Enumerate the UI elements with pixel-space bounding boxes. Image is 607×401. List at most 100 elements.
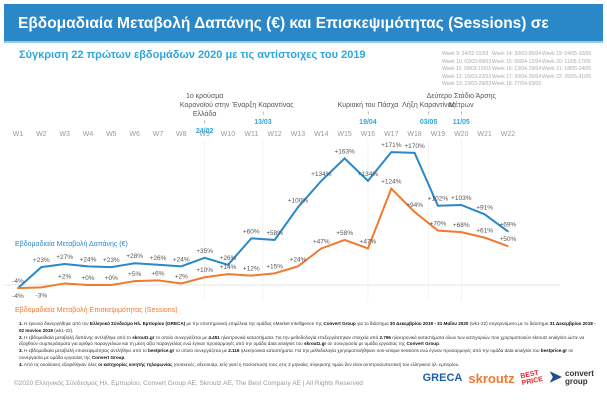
page-title: Εβδομαδιαία Μεταβολή Δαπάνης (€) και Επι… [4, 4, 603, 71]
data-point [390, 151, 393, 153]
data-label: +24% [80, 256, 97, 263]
data-point [507, 230, 509, 233]
data-label: +60% [243, 228, 260, 235]
data-label: +68% [453, 222, 470, 229]
data-label: +100% [288, 197, 309, 204]
data-label: +102% [428, 196, 449, 203]
data-point [413, 211, 416, 213]
data-point [87, 284, 89, 286]
data-point [227, 263, 229, 266]
data-label: +69% [500, 221, 517, 228]
week-range: Week 14: 30/03-05/04 [492, 51, 542, 57]
event-date: 24/02 [195, 128, 214, 135]
data-label: +26% [150, 255, 167, 262]
event-annotation: Λήξη Καραντίνας ↑ 03/05 [394, 101, 464, 127]
footnotes: 1. Η έρευνα διενεργήθηκε από τον Ελληνικ… [19, 321, 597, 369]
data-point [507, 245, 509, 247]
data-label: +0% [81, 275, 94, 282]
x-tick-label: W12 [267, 131, 282, 138]
x-tick-label: W16 [361, 131, 376, 138]
data-label: +47% [360, 238, 377, 245]
x-tick-label: W2 [36, 131, 47, 138]
data-point [180, 265, 183, 268]
data-point [133, 280, 136, 282]
logos: GRECA skroutz BEST PRICE ➤ convert group [422, 369, 594, 388]
data-point [390, 187, 393, 190]
event-label: 1ο κρούσμα Κορονοϊού στην Ελλάδα [179, 93, 230, 118]
data-label: +15% [266, 263, 283, 270]
series-label: Εβδομαδιαία Μεταβολή Δαπάνης (€) [15, 240, 128, 248]
copyright: ©2020 Ελληνικός Σύνδεσμος Ηλ. Εμπορίου, … [14, 380, 363, 387]
data-point [157, 279, 159, 282]
x-tick-label: W3 [59, 131, 70, 138]
week-range: Week 9: 24/02-01/03 [442, 51, 489, 57]
data-label: +26% [220, 255, 237, 262]
x-tick-label: W1 [13, 131, 24, 138]
data-label: +2% [58, 273, 71, 280]
data-label: +5% [128, 271, 141, 278]
data-point [343, 239, 346, 241]
week-range: Week 22: 25/05-31/05 [542, 73, 592, 80]
data-point [250, 274, 253, 277]
week-range: Week 11: 09/03-15/03 [442, 66, 491, 72]
data-point [437, 229, 439, 232]
x-tick-label: W15 [337, 131, 352, 138]
week-legend: Week 9: 24/02-01/03 Week 14: 30/03-05/04 W… [442, 51, 592, 89]
event-date: 03/05 [419, 119, 438, 126]
data-label: +10% [196, 267, 213, 274]
footnote: 3. Η εβδομαδιαία μεταβολή επισκεψιμότητα… [19, 348, 574, 360]
data-label: +70% [430, 221, 447, 228]
week-range: Week 20: 11/05-17/05 [542, 58, 591, 65]
week-range: Week 17: 20/04-26/04 [492, 73, 542, 80]
week-range: Week 12: 16/03-22/03 [442, 73, 492, 80]
data-label: +134% [311, 171, 332, 178]
data-label: +124% [381, 179, 402, 186]
data-point [320, 247, 323, 250]
data-point [110, 266, 113, 268]
data-point [460, 231, 463, 233]
x-tick-label: W7 [153, 131, 164, 138]
event-date: 11/05 [452, 119, 470, 126]
week-range: Week 16: 13/04-19/04 [492, 66, 542, 72]
event-annotation: Δεύτερο Στάδιο Άρσης Μέτρων ↑ 11/05 [426, 92, 496, 127]
data-label: +6% [151, 270, 164, 277]
data-point [343, 157, 346, 160]
data-point [40, 266, 43, 268]
data-label: +12% [243, 266, 260, 273]
data-point [297, 206, 299, 209]
data-label: +35% [196, 248, 213, 255]
data-point [203, 276, 206, 279]
bestprice-logo: BEST PRICE [519, 369, 544, 388]
data-label: +103% [451, 195, 472, 202]
event-date: 13/03 [254, 119, 272, 126]
footnote: 4. Από τις αναλύσεις εξαιρέθηκαν όλες οι… [19, 361, 460, 367]
data-label: -4% [12, 278, 24, 285]
x-tick-label: W10 [221, 131, 236, 138]
data-label: +27% [56, 254, 73, 261]
data-point [250, 237, 253, 240]
greca-logo: GRECA [422, 372, 463, 384]
data-point [483, 213, 486, 216]
data-label: +47% [313, 238, 330, 245]
x-tick-label: W5 [106, 131, 117, 138]
arrow-up-icon: ↑ [459, 111, 463, 117]
event-annotation: 1ο κρούσμα Κορονοϊού στην Ελλάδα ↑ 24/02 [170, 92, 240, 136]
data-point [180, 282, 183, 285]
series-line-spend [17, 151, 509, 289]
data-label: +24% [290, 256, 307, 263]
data-label: +28% [126, 253, 143, 260]
x-tick-label: W18 [407, 131, 422, 138]
data-label: +23% [33, 257, 50, 264]
x-tick-label: W6 [129, 131, 140, 138]
data-point [273, 239, 276, 241]
data-label: +163% [334, 148, 355, 155]
data-point [87, 265, 89, 268]
data-point [413, 152, 416, 154]
subtitle: Σύγκριση 22 πρώτων εβδομάδων 2020 με τις… [19, 49, 366, 61]
data-label: +134% [358, 171, 379, 178]
series-line-sessions [17, 186, 509, 290]
data-label: +0% [105, 275, 118, 282]
footnote: 2. Η εβδομαδιαία μεταβολή δαπάνης αντλήθ… [19, 334, 585, 347]
data-label: +23% [103, 257, 120, 264]
data-label: +61% [476, 228, 493, 235]
